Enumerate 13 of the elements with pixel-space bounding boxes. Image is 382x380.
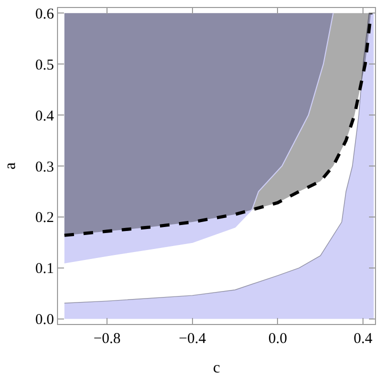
x-tick-label: 0.4 [354,331,373,347]
y-tick-label: 0.0 [35,312,54,328]
y-tick-label: 0.3 [35,159,54,176]
y-tick-label: 0.4 [35,108,54,124]
y-tick-label: 0.2 [35,210,54,226]
y-tick-label: 0.5 [35,57,54,74]
x-tick-label: −0.4 [178,331,206,347]
x-axis-title: c [212,360,220,377]
x-tick-label: 0.0 [268,331,288,347]
x-tick-label: −0.8 [93,331,121,347]
y-tick-label: 0.6 [35,6,54,22]
y-axis-title: a [2,162,20,170]
y-tick-label: 0.1 [35,261,54,278]
